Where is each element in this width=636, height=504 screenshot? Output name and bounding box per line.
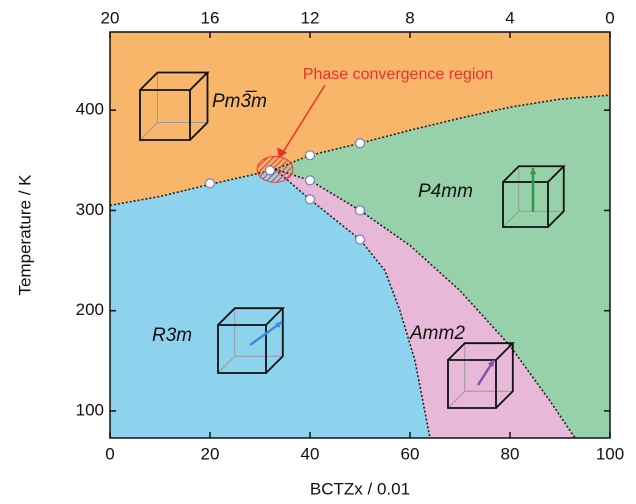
- x2-tick-label: 4: [505, 8, 514, 27]
- data-point: [266, 166, 275, 175]
- data-point: [356, 206, 365, 215]
- data-point: [306, 151, 315, 160]
- x-tick-label: 60: [401, 444, 420, 463]
- data-point: [206, 179, 215, 188]
- x2-tick-label: 0: [605, 8, 614, 27]
- phase-label: R3m: [152, 325, 192, 346]
- annotation: Phase convergence region: [303, 66, 493, 83]
- x2-tick-label: 12: [301, 8, 320, 27]
- x2-tick-label: 20: [101, 8, 120, 27]
- y-tick-label: 400: [76, 100, 104, 119]
- y-tick-label: 200: [76, 300, 104, 319]
- data-point: [306, 176, 315, 185]
- data-point: [306, 195, 315, 204]
- x-tick-label: 80: [501, 444, 520, 463]
- x-tick-label: 0: [105, 444, 114, 463]
- data-point: [356, 139, 365, 148]
- x2-tick-label: 8: [405, 8, 414, 27]
- x2-tick-label: 16: [201, 8, 220, 27]
- phase-label: P4mm: [418, 181, 473, 202]
- chart: Pm3̅m P4mm R3m Amm2 Phase convergence re…: [0, 0, 636, 504]
- x-tick-label: 20: [201, 444, 220, 463]
- x-axis-title: BCTZx / 0.01: [310, 479, 410, 498]
- y-axis-title: Temperature / K: [15, 174, 34, 296]
- data-point: [356, 235, 365, 244]
- x-tick-label: 100: [596, 444, 624, 463]
- phase-label: Amm2: [409, 323, 465, 344]
- phase-label: Pm3̅m: [212, 91, 267, 112]
- x-tick-label: 40: [301, 444, 320, 463]
- y-tick-label: 100: [76, 400, 104, 419]
- y-tick-label: 300: [76, 200, 104, 219]
